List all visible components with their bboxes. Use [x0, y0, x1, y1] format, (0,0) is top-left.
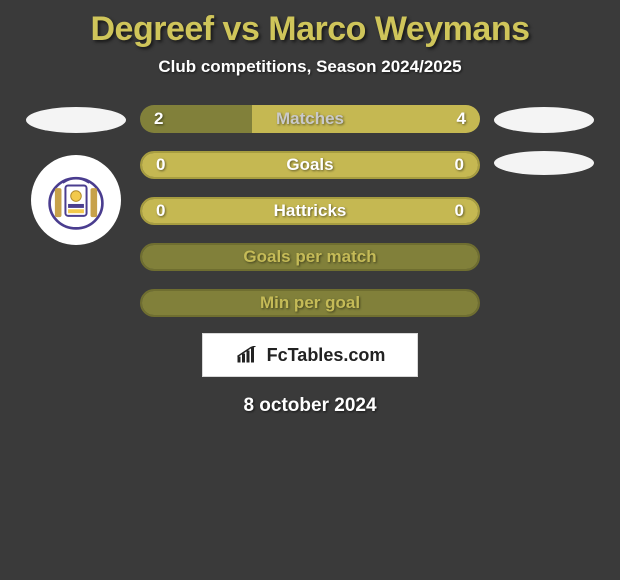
- bar-segment-right: [310, 199, 478, 223]
- crest-icon: [43, 167, 109, 233]
- player-badge-left: [26, 107, 126, 133]
- page-title: Degreef vs Marco Weymans: [8, 10, 612, 49]
- bar-segment-right: [252, 105, 480, 133]
- bar-segment-left: [142, 199, 310, 223]
- right-column: [494, 105, 594, 175]
- chart-icon: [235, 346, 261, 364]
- stat-bars: Matches24 Goals00 Hattricks00 Goals per mat…: [140, 105, 480, 317]
- subtitle: Club competitions, Season 2024/2025: [8, 57, 612, 77]
- club-crest-left: [31, 155, 121, 245]
- bar-segment-left: [142, 153, 310, 177]
- bar-segment-right: [310, 153, 478, 177]
- stat-bar-goals-per-match: Goals per match: [140, 243, 480, 271]
- stat-bar-hattricks: Hattricks00: [140, 197, 480, 225]
- bar-segment-left: [140, 105, 252, 133]
- watermark-text: FcTables.com: [267, 345, 386, 366]
- comparison-row: Matches24 Goals00 Hattricks00 Goals per mat…: [8, 105, 612, 317]
- watermark: FcTables.com: [202, 333, 418, 377]
- stat-bar-matches: Matches24: [140, 105, 480, 133]
- stat-bar-goals: Goals00: [140, 151, 480, 179]
- left-column: [26, 105, 126, 245]
- footer-date: 8 october 2024: [8, 395, 612, 417]
- stat-bar-min-per-goal: Min per goal: [140, 289, 480, 317]
- player-badge-right-2: [494, 151, 594, 175]
- bar-segment-left: [142, 291, 478, 315]
- bar-segment-left: [142, 245, 478, 269]
- player-badge-right-1: [494, 107, 594, 133]
